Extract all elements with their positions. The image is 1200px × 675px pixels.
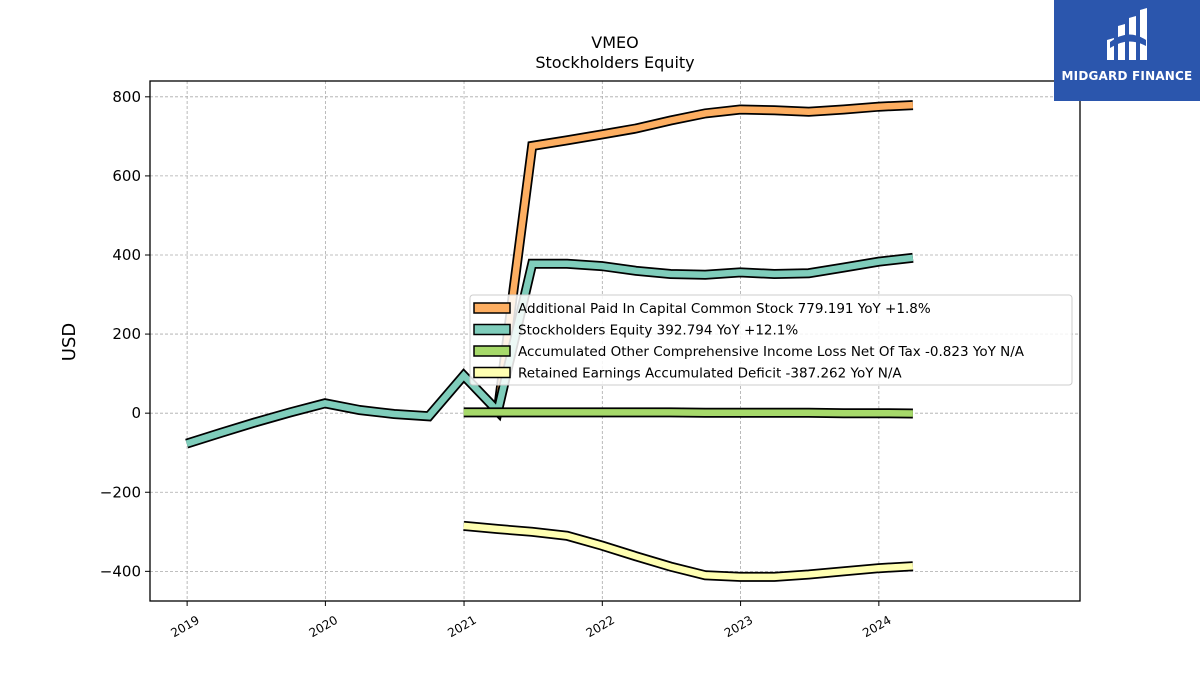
- series-line-3: [463, 522, 914, 581]
- legend: Additional Paid In Capital Common Stock …: [469, 294, 1073, 386]
- logo-brand-text: MIDGARD FINANCE: [1061, 69, 1193, 83]
- legend-label-1: Stockholders Equity 392.794 YoY +12.1%: [518, 323, 798, 339]
- midgard-finance-logo: MIDGARD FINANCE: [1054, 0, 1200, 101]
- y-tick-label: 0: [131, 404, 141, 422]
- y-tick-label: −400: [100, 562, 141, 580]
- series-layer: [185, 100, 914, 582]
- y-tick-label: 200: [112, 325, 141, 343]
- series-line-0: [494, 101, 914, 412]
- legend-label-0: Additional Paid In Capital Common Stock …: [518, 301, 931, 317]
- series-line-2: [463, 409, 913, 417]
- chart-subtitle: Stockholders Equity: [535, 53, 694, 72]
- chart-title: VMEO: [591, 33, 638, 52]
- y-tick-label: 800: [112, 88, 141, 106]
- y-axis-label: USD: [59, 323, 80, 361]
- y-tick-label: −200: [100, 483, 141, 501]
- legend-swatch-1: [473, 323, 511, 336]
- legend-swatch-2: [473, 345, 511, 357]
- plot-frame: [149, 80, 1081, 602]
- legend-label-3: Retained Earnings Accumulated Deficit -3…: [518, 366, 902, 382]
- legend-swatch-0: [473, 302, 511, 314]
- legend-label-2: Accumulated Other Comprehensive Income L…: [518, 344, 1025, 360]
- legend-swatch-3: [473, 366, 511, 379]
- series-line-1: [185, 254, 914, 447]
- logo-mark-icon: [1107, 8, 1147, 60]
- legend-frame: [469, 294, 1073, 386]
- y-axis: 800 600 400 200 0 −200 −400: [100, 88, 150, 580]
- y-tick-label: 600: [112, 167, 141, 185]
- y-tick-label: 400: [112, 246, 141, 264]
